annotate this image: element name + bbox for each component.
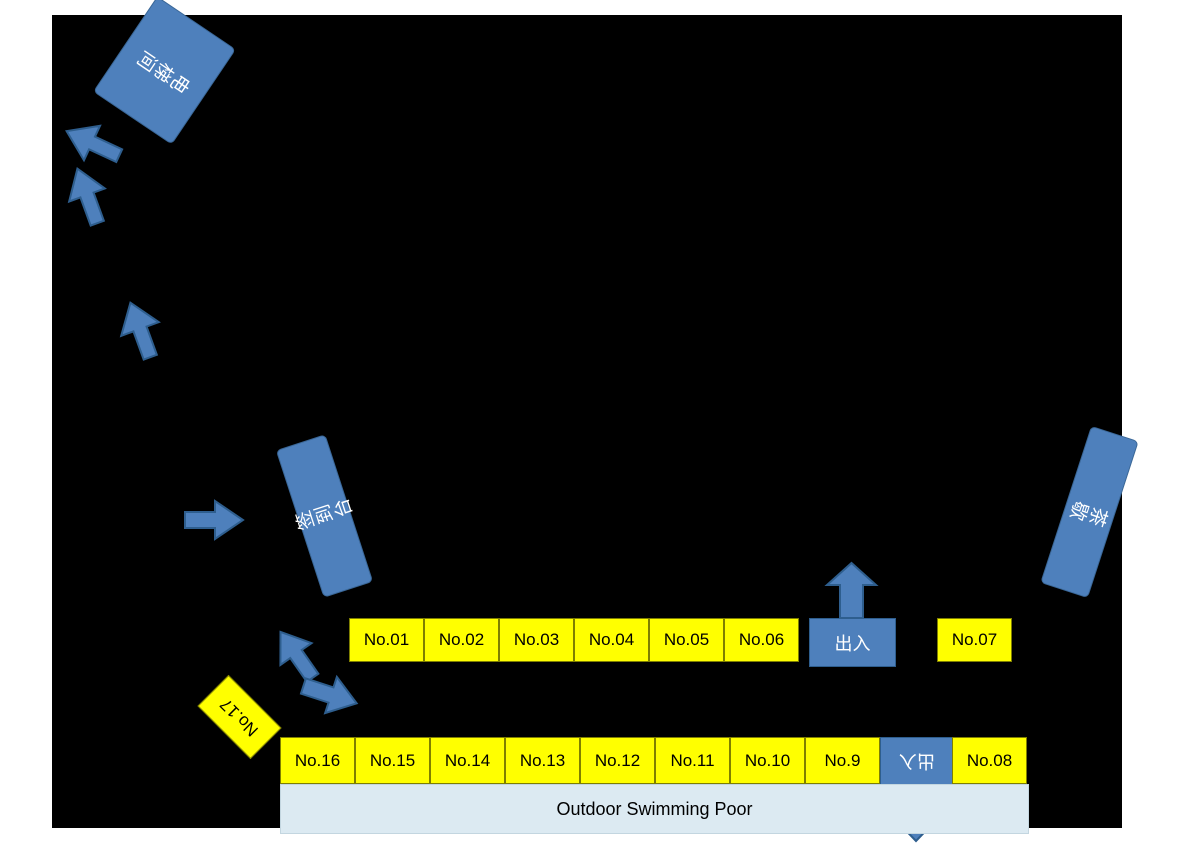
table-no10-label: No.10 — [744, 750, 791, 770]
door-exit-bottom-label: 出入 — [899, 750, 935, 771]
table-no17-label: No.17 — [216, 694, 262, 741]
table-no08-label: No.08 — [966, 750, 1013, 770]
table-no16-label: No.16 — [294, 750, 341, 770]
table-no15[interactable]: No.15 — [355, 737, 430, 784]
outdoor-swimming-pool: Outdoor Swimming Poor — [280, 784, 1029, 834]
door-exit-bottom[interactable]: 出入 — [880, 737, 954, 843]
arrow-right-to-tables — [297, 665, 366, 725]
table-no08[interactable]: No.08 — [952, 737, 1027, 784]
arrow-down-right-to-tables — [260, 616, 333, 691]
desk-registration[interactable]: 签到台 — [275, 434, 374, 598]
table-no07-label: No.07 — [951, 630, 998, 649]
table-no14[interactable]: No.14 — [430, 737, 505, 784]
desk-teabreak-label: 茶歇 — [1067, 495, 1112, 529]
table-no06-label: No.06 — [738, 630, 785, 649]
arrow-down-left-1 — [54, 108, 130, 179]
table-no05-label: No.05 — [663, 630, 710, 649]
desk-teabreak[interactable]: 茶歇 — [1040, 425, 1139, 599]
desk-elevator-label: 电梯间 — [133, 45, 196, 96]
table-no03[interactable]: No.03 — [499, 618, 574, 662]
table-no11-label: No.11 — [670, 750, 715, 770]
table-no01[interactable]: No.01 — [349, 618, 424, 662]
arrow-down-left-2 — [53, 158, 121, 231]
desk-registration-label: 签到台 — [292, 496, 357, 536]
arrow-right-to-registration — [184, 498, 245, 542]
table-no14-label: No.14 — [444, 750, 491, 770]
table-no12[interactable]: No.12 — [580, 737, 655, 784]
slide-canvas: 电梯间 签到台 茶歇 — [52, 0, 1139, 843]
door-exit-top-label: 出入 — [834, 633, 871, 654]
table-no16[interactable]: No.16 — [280, 737, 355, 784]
table-no01-label: No.01 — [363, 630, 410, 649]
table-no9[interactable]: No.9 — [805, 737, 880, 784]
table-no13-label: No.13 — [519, 750, 566, 770]
table-no17[interactable]: No.17 — [197, 674, 282, 760]
table-no15-label: No.15 — [369, 750, 416, 770]
table-no04-label: No.04 — [588, 630, 635, 649]
table-no05[interactable]: No.05 — [649, 618, 724, 662]
table-no04[interactable]: No.04 — [574, 618, 649, 662]
table-no12-label: No.12 — [594, 750, 641, 770]
table-no06[interactable]: No.06 — [724, 618, 799, 662]
arrow-down-middle — [105, 292, 174, 366]
table-no07[interactable]: No.07 — [937, 618, 1012, 662]
pool-label: Outdoor Swimming Poor — [556, 798, 753, 819]
table-no02-label: No.02 — [438, 630, 485, 649]
desk-elevator[interactable]: 电梯间 — [92, 0, 237, 145]
door-exit-top[interactable]: 出入 — [809, 561, 896, 667]
table-no11[interactable]: No.11 — [655, 737, 730, 784]
table-no02[interactable]: No.02 — [424, 618, 499, 662]
table-no10[interactable]: No.10 — [730, 737, 805, 784]
table-no9-label: No.9 — [824, 750, 861, 770]
table-no03-label: No.03 — [513, 630, 560, 649]
table-no13[interactable]: No.13 — [505, 737, 580, 784]
